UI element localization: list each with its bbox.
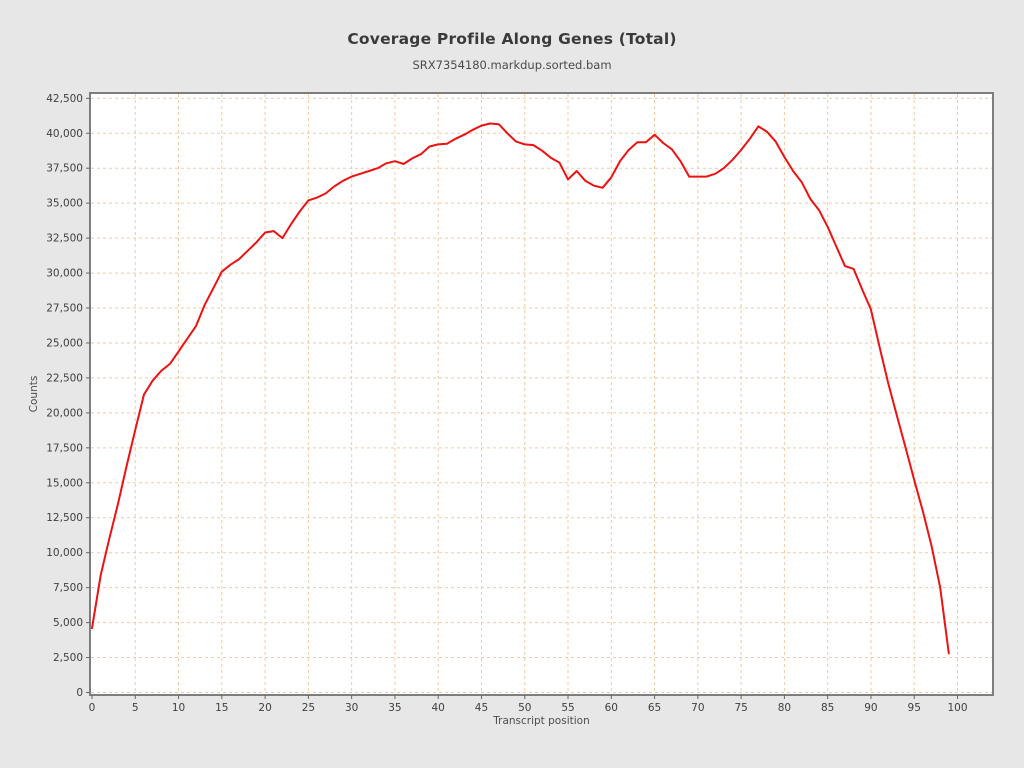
x-tick-label: 80 <box>778 702 791 714</box>
y-tick-label: 37,500 <box>46 163 83 175</box>
x-tick-label: 75 <box>734 702 747 714</box>
y-tick-label: 12,500 <box>46 512 83 524</box>
x-tick-label: 65 <box>648 702 661 714</box>
y-tick-label: 30,000 <box>46 268 83 280</box>
x-tick-label: 100 <box>947 702 967 714</box>
y-tick-label: 40,000 <box>46 128 83 140</box>
y-axis-label: Counts <box>28 376 40 413</box>
chart-subtitle: SRX7354180.markdup.sorted.bam <box>412 58 612 72</box>
plot-area <box>90 93 993 695</box>
x-axis-label: Transcript position <box>492 715 589 727</box>
x-tick-label: 30 <box>345 702 358 714</box>
y-tick-label: 22,500 <box>46 372 83 384</box>
x-tick-label: 10 <box>172 702 185 714</box>
x-tick-label: 60 <box>605 702 618 714</box>
x-tick-label: 50 <box>518 702 531 714</box>
x-tick-label: 95 <box>908 702 921 714</box>
x-tick-label: 45 <box>475 702 488 714</box>
tick-marks <box>86 97 958 699</box>
x-tick-label: 40 <box>432 702 445 714</box>
x-tick-label: 15 <box>215 702 228 714</box>
gridlines <box>91 94 992 694</box>
x-tick-label: 20 <box>258 702 271 714</box>
y-tick-label: 2,500 <box>53 652 83 664</box>
x-tick-label: 35 <box>388 702 401 714</box>
y-tick-label: 32,500 <box>46 233 83 245</box>
y-tick-label: 17,500 <box>46 442 83 454</box>
y-tick-label: 27,500 <box>46 303 83 315</box>
y-tick-label: 0 <box>76 687 83 699</box>
y-tick-label: 20,000 <box>46 407 83 419</box>
y-tick-label: 10,000 <box>46 547 83 559</box>
y-tick-label: 15,000 <box>46 477 83 489</box>
series-line-total <box>91 122 950 655</box>
tick-labels: 0 2,500 5,000 7,500 10,000 12,500 15,000 17,500… <box>46 93 967 714</box>
y-tick-label: 42,500 <box>46 93 83 105</box>
x-tick-label: 85 <box>821 702 834 714</box>
y-tick-label: 7,500 <box>53 582 83 594</box>
plot-border <box>89 92 994 696</box>
x-tick-label: 55 <box>561 702 574 714</box>
x-tick-label: 5 <box>132 702 139 714</box>
y-tick-label: 25,000 <box>46 337 83 349</box>
x-tick-label: 70 <box>691 702 704 714</box>
y-tick-label: 5,000 <box>53 617 83 629</box>
x-tick-label: 25 <box>302 702 315 714</box>
x-tick-label: 90 <box>864 702 877 714</box>
y-tick-label: 35,000 <box>46 198 83 210</box>
chart-title: Coverage Profile Along Genes (Total) <box>347 30 677 48</box>
x-tick-label: 0 <box>89 702 96 714</box>
